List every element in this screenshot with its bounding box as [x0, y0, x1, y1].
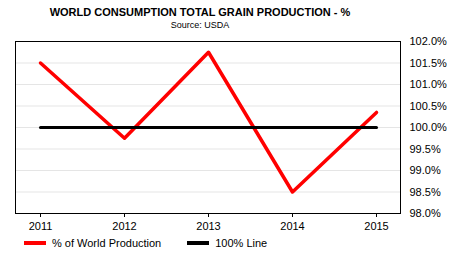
svg-text:2011: 2011: [29, 220, 53, 232]
svg-text:2015: 2015: [364, 220, 388, 232]
svg-text:98.5%: 98.5%: [410, 186, 441, 198]
svg-text:2012: 2012: [112, 220, 136, 232]
svg-text:99.0%: 99.0%: [410, 164, 441, 176]
html-text:WORLD CONSUMPTION TOTAL GRAIN: WORLD CONSUMPTION TOTAL GRAIN PRODUCTION…: [49, 6, 351, 18]
html-text:100% Line: 100% Line: [215, 237, 268, 249]
html-text:% of World Production: % of World Production: [52, 237, 162, 249]
svg-text:101.0%: 101.0%: [410, 78, 448, 90]
svg-text:100.5%: 100.5%: [410, 100, 448, 112]
svg-text:100.0%: 100.0%: [410, 121, 448, 133]
svg-text:2014: 2014: [280, 220, 304, 232]
svg-text:101.5%: 101.5%: [410, 57, 448, 69]
svg-text:99.5%: 99.5%: [410, 143, 441, 155]
svg-text:2013: 2013: [196, 220, 220, 232]
svg-text:102.0%: 102.0%: [410, 35, 448, 47]
html-text:Source: USDA: Source: USDA: [170, 20, 230, 30]
svg-text:98.0%: 98.0%: [410, 207, 441, 219]
